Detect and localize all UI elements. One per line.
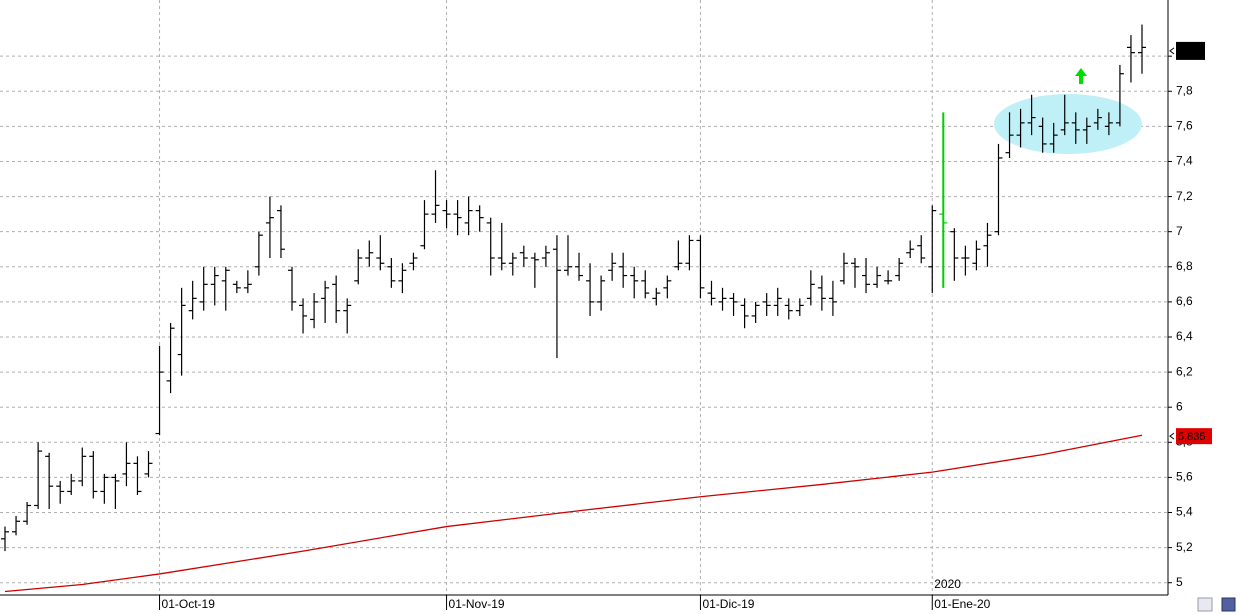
last-value-box — [1176, 41, 1205, 60]
save-icon[interactable] — [1221, 597, 1236, 612]
y-tick-label: 7 — [1176, 224, 1183, 238]
last-value-pointer — [1169, 47, 1175, 55]
x-tick-label: 01-Oct-19 — [162, 597, 216, 611]
y-tick-label: 5,6 — [1176, 470, 1193, 484]
grid — [0, 0, 1168, 595]
ma-value-label: 5,835 — [1178, 431, 1206, 443]
ma-value-pointer — [1169, 432, 1175, 440]
y-tick-label: 6,4 — [1176, 329, 1193, 343]
highlight-ellipse — [994, 94, 1142, 154]
moving-average-line — [4, 434, 1143, 593]
y-tick-label: 6 — [1176, 399, 1183, 413]
up-arrow — [1075, 68, 1087, 84]
x-tick-label: 01-Dic-19 — [702, 597, 754, 611]
y-tick-label: 5,4 — [1176, 505, 1193, 519]
axes: 55,25,45,65,866,26,46,66,877,27,47,67,88… — [159, 41, 1212, 611]
y-tick-label: 7,4 — [1176, 154, 1193, 168]
y-tick-label: 7,2 — [1176, 189, 1193, 203]
y-tick-label: 7,6 — [1176, 119, 1193, 133]
y-tick-label: 7,8 — [1176, 83, 1193, 97]
y-tick-label: 5 — [1176, 575, 1183, 589]
x-tick-label: 01-Ene-20 — [934, 597, 990, 611]
toolbar-icon[interactable] — [1197, 597, 1213, 612]
marks — [1, 24, 1146, 593]
x-tick-label: 01-Nov-19 — [449, 597, 505, 611]
year-label: 2020 — [934, 577, 961, 591]
y-tick-label: 5,2 — [1176, 540, 1193, 554]
y-tick-label: 6,2 — [1176, 364, 1193, 378]
ma-value-box — [1176, 428, 1212, 445]
y-tick-label: 6,6 — [1176, 294, 1193, 308]
y-tick-label: 6,8 — [1176, 259, 1193, 273]
